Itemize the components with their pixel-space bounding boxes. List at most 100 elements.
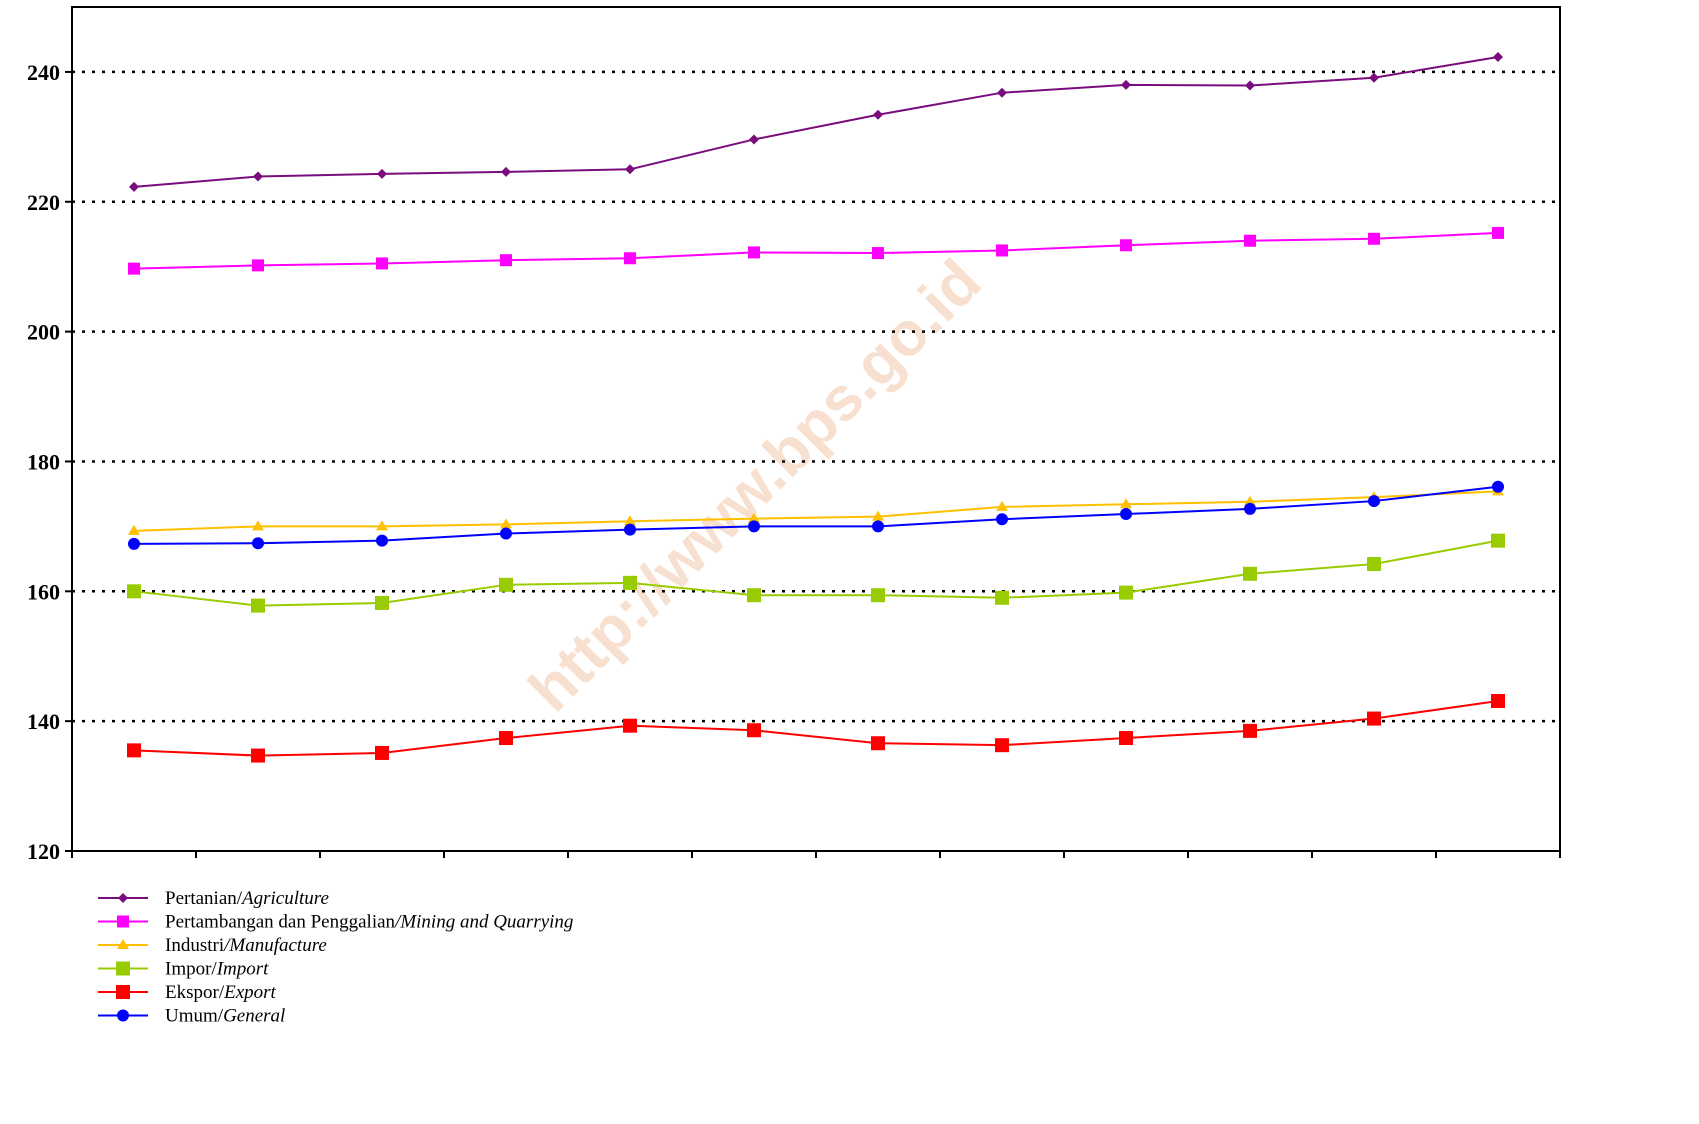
legend-marker (116, 961, 130, 976)
data-point (500, 518, 512, 529)
legend-item: Impor/Import (98, 959, 269, 980)
series-3 (127, 533, 1505, 613)
gridlines (72, 70, 1560, 723)
series-2 (128, 485, 1504, 535)
data-point (253, 171, 263, 182)
legend-marker (117, 915, 129, 928)
data-point (252, 259, 264, 272)
data-point (747, 588, 761, 603)
legend-label-english: Export (223, 982, 276, 1003)
data-point (499, 731, 513, 746)
data-point (747, 723, 761, 738)
data-point (127, 584, 141, 599)
data-point (376, 520, 388, 531)
data-point (501, 166, 511, 177)
legend-item: Pertambangan dan Penggalian/Mining and Q… (98, 912, 573, 933)
series-line (133, 56, 1499, 188)
y-tick-label: 120 (27, 839, 60, 864)
data-point (871, 736, 885, 751)
data-point (872, 510, 884, 521)
legend-label-english: Agriculture (240, 888, 329, 909)
data-point (128, 537, 140, 550)
legend-marker (118, 893, 128, 903)
data-point (872, 247, 884, 260)
series-0 (129, 51, 1503, 192)
data-point (873, 109, 883, 120)
data-point (1491, 694, 1505, 709)
data-point (1492, 226, 1504, 239)
series-layer (127, 51, 1505, 763)
legend: Pertanian/Agriculture Pertambangan dan Pe… (98, 888, 573, 1027)
data-point (1243, 723, 1257, 738)
data-point (1368, 495, 1380, 508)
legend-label-main: Pertanian/ (165, 888, 243, 909)
axes: 120 140 160 180 200 220 240 (27, 60, 1561, 864)
data-point (1367, 557, 1381, 572)
data-point (997, 87, 1007, 98)
data-point (375, 745, 389, 760)
data-point (996, 513, 1008, 526)
data-point (872, 520, 884, 533)
data-point (129, 181, 139, 192)
legend-label-main: Industri (165, 935, 224, 956)
data-point (624, 523, 636, 536)
data-point (251, 748, 265, 763)
data-point (1492, 480, 1504, 493)
legend-label-main: Umum/ (165, 1006, 224, 1027)
data-point (1491, 533, 1505, 548)
legend-item: Ekspor/Export (98, 982, 277, 1003)
data-point (251, 598, 265, 613)
data-point (1119, 731, 1133, 746)
series-line (133, 539, 1499, 607)
data-point (1120, 508, 1132, 521)
data-point (1245, 80, 1255, 91)
series-line (133, 490, 1499, 532)
data-point (623, 575, 637, 590)
data-point (1243, 566, 1257, 581)
data-point (376, 534, 388, 547)
series-line (133, 700, 1499, 757)
legend-item: Industri/Manufacture (98, 935, 327, 956)
series-line (133, 231, 1499, 270)
series-4 (127, 694, 1505, 763)
legend-label: Pertanian/Agriculture (165, 888, 329, 909)
data-point (996, 500, 1008, 511)
data-point (995, 590, 1009, 605)
legend-marker (117, 1009, 129, 1022)
data-point (1368, 232, 1380, 245)
data-point (376, 257, 388, 270)
data-point (748, 512, 760, 523)
y-tick-label: 220 (27, 190, 60, 215)
series-5 (128, 480, 1504, 550)
y-tick-label: 140 (27, 709, 60, 734)
y-tick-label: 160 (27, 579, 60, 604)
data-point (375, 595, 389, 610)
data-point (127, 743, 141, 758)
data-point (624, 515, 636, 526)
legend-label: Industri/Manufacture (165, 935, 327, 956)
legend-label-english: /Mining and Quarrying (394, 912, 573, 933)
legend-label: Impor/Import (165, 959, 269, 980)
data-point (1244, 234, 1256, 247)
data-point (1369, 72, 1379, 83)
legend-label: Umum/General (165, 1006, 285, 1027)
data-point (625, 164, 635, 175)
data-point (748, 520, 760, 533)
watermark: http://www.bps.go.id (516, 247, 994, 725)
data-point (377, 168, 387, 179)
legend-label: Ekspor/Export (165, 982, 277, 1003)
data-point (1244, 495, 1256, 506)
y-tick-label: 200 (27, 320, 60, 345)
legend-label-main: Pertambangan dan Penggalian (165, 912, 396, 933)
data-point (623, 718, 637, 733)
data-point (1493, 51, 1503, 62)
legend-label-english: /Manufacture (223, 935, 327, 956)
data-point (749, 134, 759, 145)
data-point (252, 537, 264, 550)
data-point (1121, 79, 1131, 90)
data-point (1120, 239, 1132, 252)
data-point (128, 524, 140, 535)
legend-item: Umum/General (98, 1006, 285, 1027)
data-point (871, 588, 885, 603)
